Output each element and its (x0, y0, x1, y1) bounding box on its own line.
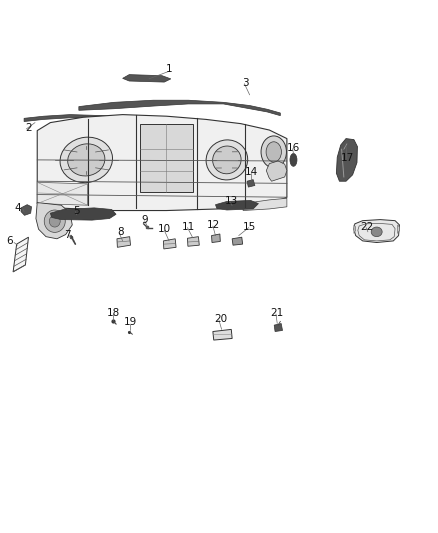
Polygon shape (21, 205, 32, 215)
Text: 4: 4 (14, 203, 21, 213)
Polygon shape (50, 208, 116, 220)
Polygon shape (37, 182, 88, 205)
Polygon shape (274, 324, 283, 332)
Polygon shape (163, 239, 176, 249)
Ellipse shape (68, 144, 105, 176)
Polygon shape (247, 180, 255, 187)
Bar (140, 124, 193, 192)
Text: 12: 12 (207, 220, 220, 230)
Polygon shape (37, 115, 287, 211)
Text: 20: 20 (214, 314, 227, 324)
Text: 8: 8 (117, 227, 124, 237)
Text: 2: 2 (25, 123, 32, 133)
Text: 16: 16 (287, 143, 300, 152)
Text: 5: 5 (73, 206, 80, 215)
Ellipse shape (60, 137, 113, 183)
Polygon shape (212, 234, 220, 243)
Polygon shape (213, 329, 232, 340)
Polygon shape (243, 198, 287, 211)
Polygon shape (117, 237, 131, 247)
Polygon shape (266, 161, 287, 181)
Polygon shape (79, 100, 280, 116)
Ellipse shape (206, 140, 247, 180)
Text: 18: 18 (106, 308, 120, 318)
Ellipse shape (49, 215, 60, 227)
Text: 9: 9 (141, 215, 148, 224)
Text: 11: 11 (182, 222, 195, 231)
Polygon shape (187, 237, 199, 246)
Ellipse shape (266, 142, 281, 162)
Text: 22: 22 (360, 222, 374, 231)
Ellipse shape (290, 154, 297, 166)
Text: 21: 21 (270, 308, 283, 318)
Ellipse shape (261, 136, 286, 168)
Polygon shape (13, 237, 28, 272)
Polygon shape (398, 225, 399, 233)
Text: 13: 13 (225, 196, 238, 206)
Text: 17: 17 (341, 154, 354, 163)
Polygon shape (232, 237, 243, 245)
Text: 7: 7 (64, 230, 71, 239)
Polygon shape (215, 200, 258, 210)
Ellipse shape (213, 146, 241, 174)
Polygon shape (123, 75, 171, 82)
Polygon shape (354, 220, 399, 243)
Ellipse shape (44, 210, 65, 232)
Text: 6: 6 (6, 236, 13, 246)
Text: 10: 10 (158, 224, 171, 234)
Polygon shape (354, 225, 356, 233)
Text: 15: 15 (243, 222, 256, 231)
Polygon shape (36, 203, 72, 239)
Text: 19: 19 (124, 318, 137, 327)
Text: 1: 1 (165, 64, 172, 74)
Text: 14: 14 (245, 167, 258, 176)
Text: 3: 3 (242, 78, 249, 87)
Ellipse shape (371, 227, 382, 237)
Polygon shape (24, 115, 210, 132)
Polygon shape (336, 139, 357, 181)
